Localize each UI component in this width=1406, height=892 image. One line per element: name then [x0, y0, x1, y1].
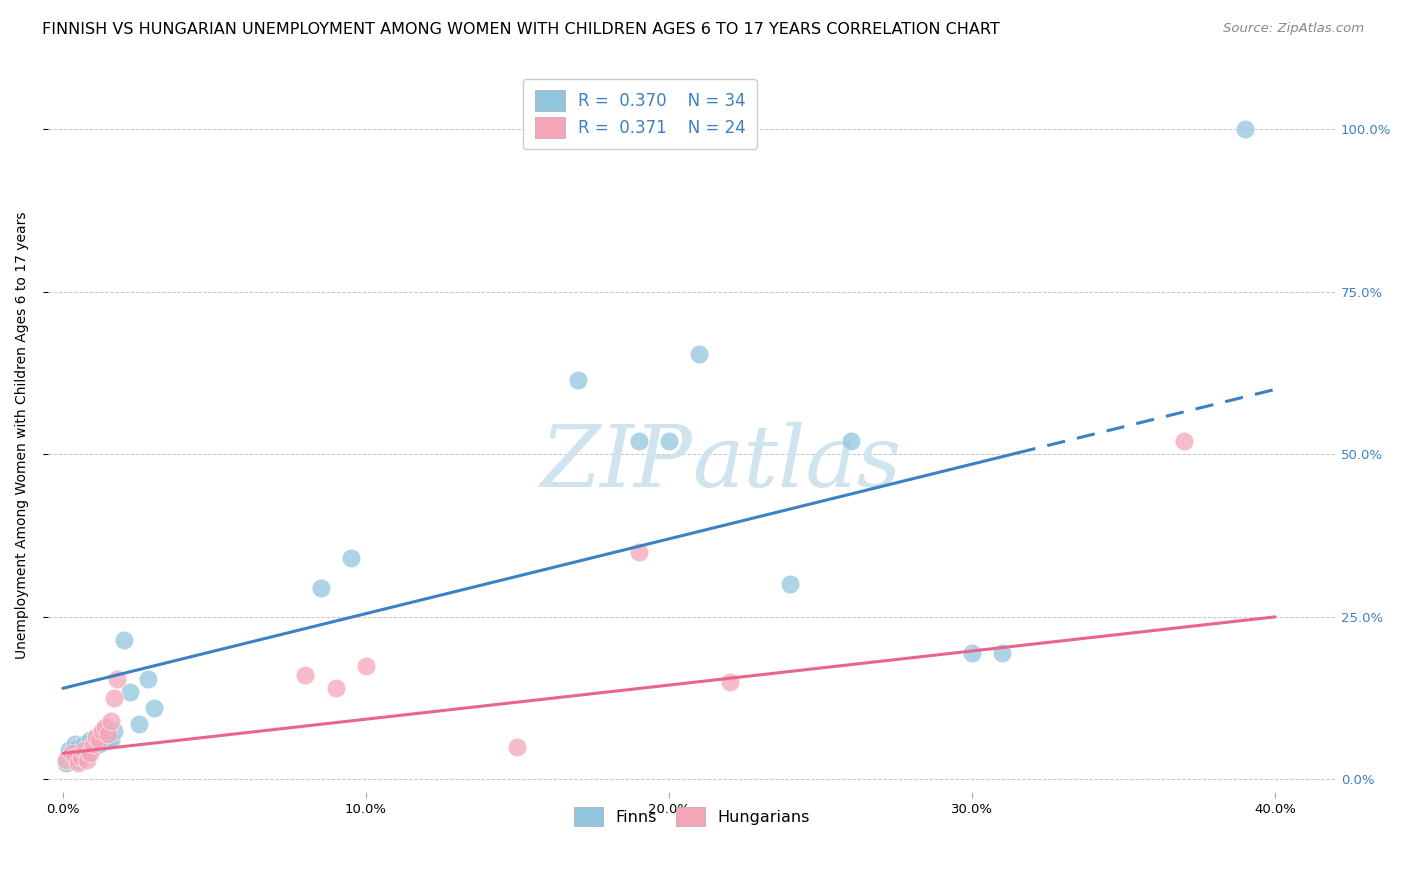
Point [97, 733, 120, 747]
Point [1233, 122, 1256, 136]
Point [94, 727, 117, 741]
Point [94, 720, 117, 734]
Point [627, 545, 650, 559]
Point [991, 646, 1014, 660]
Point [100, 733, 122, 747]
Y-axis label: Unemployment Among Women with Children Ages 6 to 17 years: Unemployment Among Women with Children A… [15, 211, 30, 658]
Point [73, 743, 96, 757]
Point [76, 747, 98, 761]
Point [103, 723, 125, 738]
Point [128, 717, 150, 731]
Point [567, 373, 589, 387]
Point [76, 753, 98, 767]
Point [79, 733, 101, 747]
Point [82, 737, 104, 751]
Point [60, 747, 83, 761]
Point [63, 737, 86, 751]
Point [89, 737, 111, 751]
Point [79, 747, 101, 761]
Point [70, 749, 93, 764]
Point [91, 723, 114, 738]
Point [63, 749, 86, 764]
Point [340, 551, 363, 566]
Point [506, 739, 529, 754]
Point [136, 672, 159, 686]
Text: atlas: atlas [692, 422, 901, 505]
Point [688, 346, 710, 360]
Point [84, 733, 107, 747]
Point [325, 681, 347, 696]
Text: FINNISH VS HUNGARIAN UNEMPLOYMENT AMONG WOMEN WITH CHILDREN AGES 6 TO 17 YEARS C: FINNISH VS HUNGARIAN UNEMPLOYMENT AMONG … [42, 22, 1000, 37]
Point [658, 434, 681, 449]
Point [100, 714, 122, 728]
Point [91, 730, 114, 744]
Point [294, 668, 316, 682]
Point [779, 577, 801, 591]
Point [82, 739, 104, 754]
Point [89, 733, 111, 747]
Point [354, 658, 377, 673]
Point [67, 756, 90, 770]
Point [55, 756, 77, 770]
Point [142, 701, 165, 715]
Point [112, 632, 135, 647]
Point [960, 646, 983, 660]
Point [73, 737, 96, 751]
Point [67, 739, 90, 754]
Point [55, 753, 77, 767]
Point [118, 684, 141, 698]
Legend: Finns, Hungarians: Finns, Hungarians [565, 799, 818, 834]
Text: ZIP: ZIP [540, 422, 692, 505]
Point [309, 581, 332, 595]
Point [107, 672, 129, 686]
Point [70, 747, 93, 761]
Point [84, 730, 107, 744]
Point [718, 674, 741, 689]
Point [839, 434, 862, 449]
Point [67, 753, 90, 767]
Point [97, 727, 120, 741]
Point [1173, 434, 1195, 449]
Point [627, 434, 650, 449]
Text: Source: ZipAtlas.com: Source: ZipAtlas.com [1223, 22, 1364, 36]
Point [58, 743, 80, 757]
Point [60, 749, 83, 764]
Point [103, 691, 125, 706]
